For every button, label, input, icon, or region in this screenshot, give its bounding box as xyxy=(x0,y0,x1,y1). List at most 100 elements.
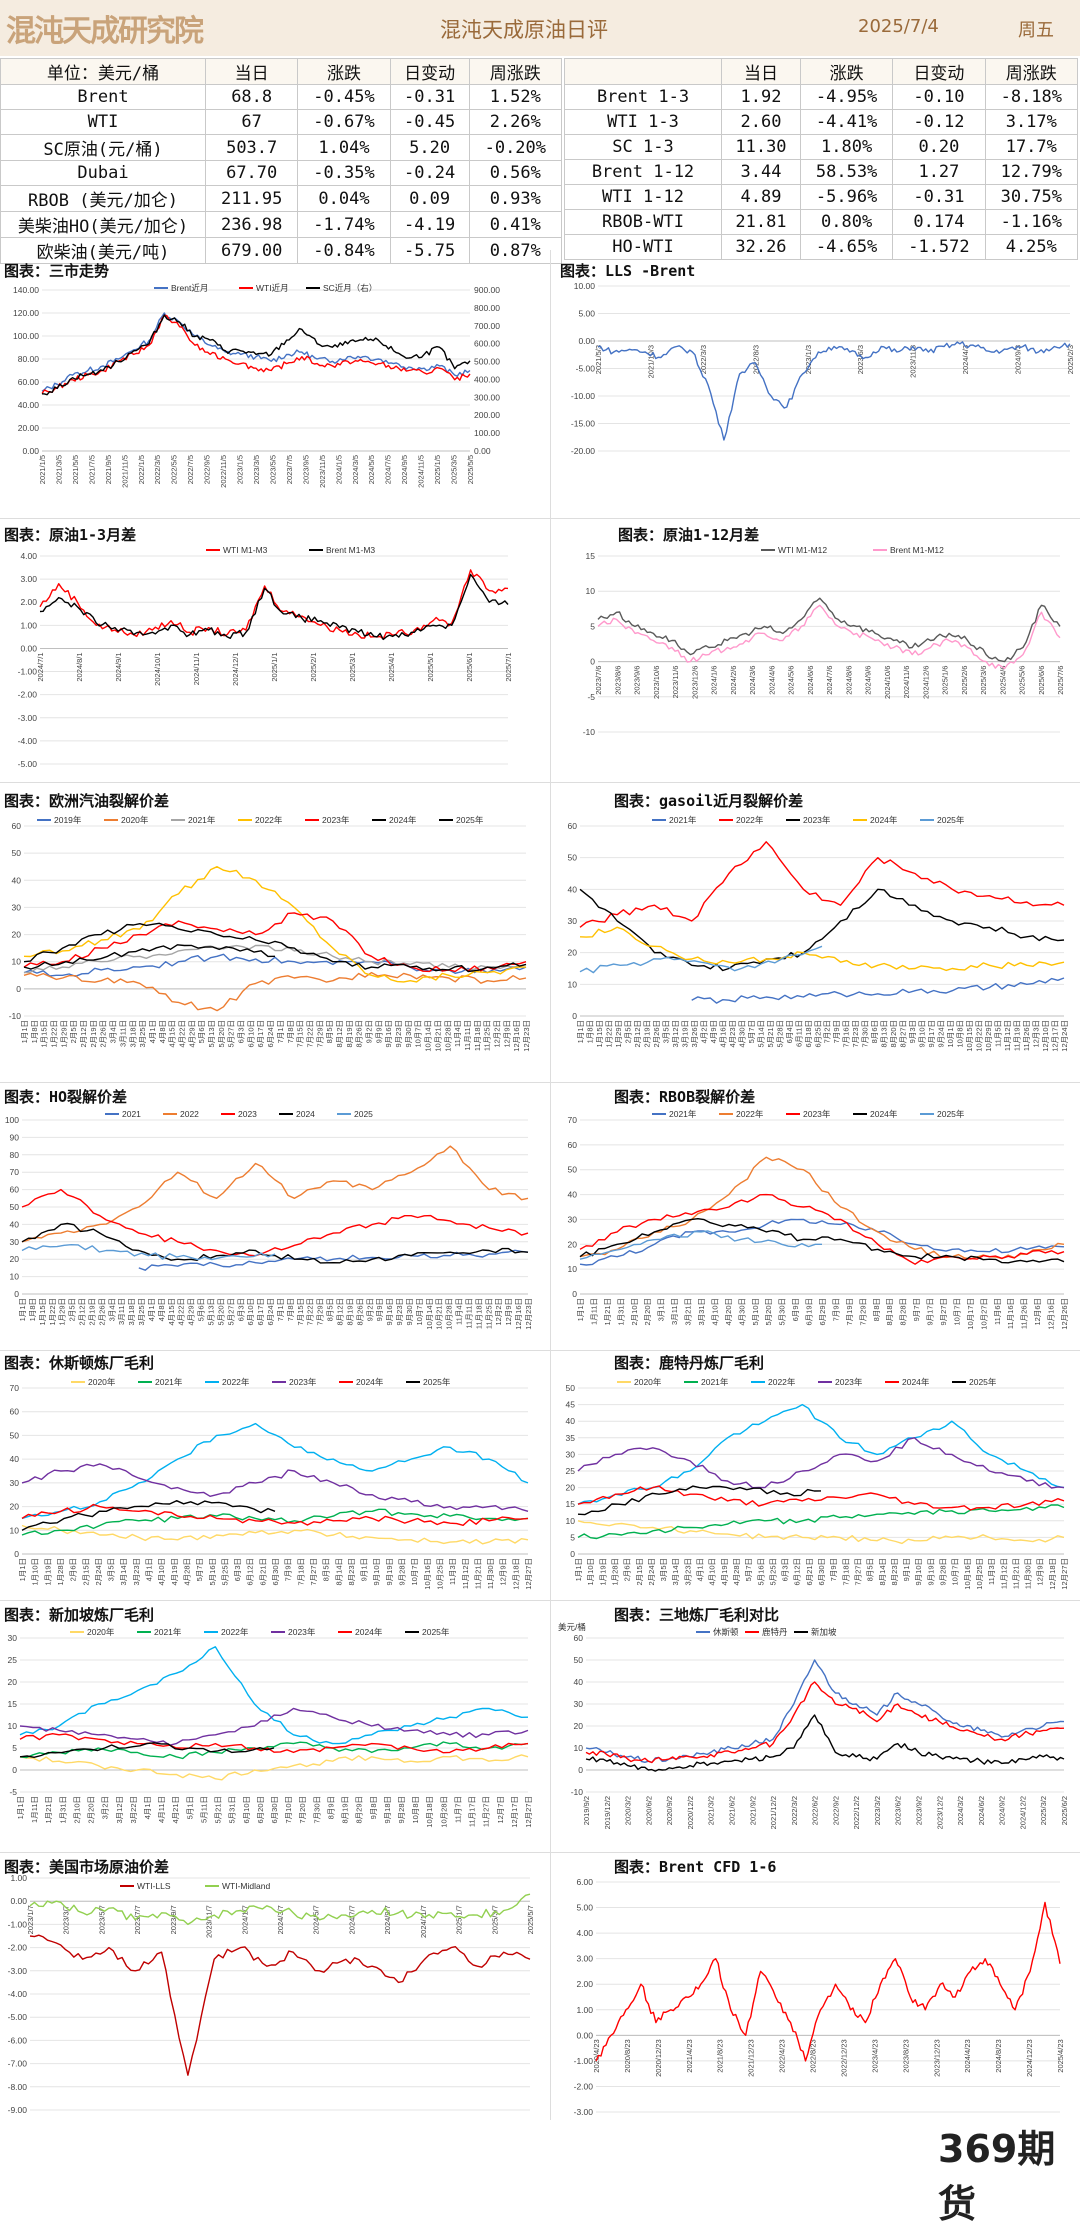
x-tick-label: 1月8日 xyxy=(28,1298,37,1321)
x-tick-label: 4月29日 xyxy=(187,1020,196,1048)
chart-c2: 10.00 5.00 0.00 -5.00 -10.00 -15.00 -20.00 2021… xyxy=(571,281,1075,456)
x-tick-label: 8月8日 xyxy=(872,1298,881,1321)
x-tick-label: 4月28日 xyxy=(732,1558,741,1586)
x-tick-label: 2023/10/6 xyxy=(652,666,661,699)
x-tick-label: 2025/2/6 xyxy=(960,666,969,695)
x-tick-label: 4月20日 xyxy=(724,1298,733,1326)
x-tick-label: 1月15日 xyxy=(595,1020,604,1048)
x-tick-label: 8月28日 xyxy=(899,1298,908,1326)
x-tick-label: 2024/4/23 xyxy=(963,2039,972,2072)
x-tick-label: 12月27日 xyxy=(524,1796,533,1828)
x-tick-label: 2024/11/7 xyxy=(419,1905,428,1938)
x-tick-label: 12月16日 xyxy=(512,1020,521,1052)
x-tick-label: 9月28日 xyxy=(398,1558,407,1586)
x-tick-label: 4月1日 xyxy=(143,1796,152,1819)
x-tick-label: 5月6日 xyxy=(197,1020,206,1043)
x-tick-label: 11月3日 xyxy=(987,1558,996,1585)
y-tick-label: 15 xyxy=(566,1499,576,1509)
series-line xyxy=(597,597,1061,663)
table-cell: -0.84% xyxy=(297,237,391,264)
x-tick-label: 12月9日 xyxy=(502,1020,511,1048)
x-tick-label: 3月11日 xyxy=(118,1020,127,1047)
y-tick-label: 0 xyxy=(572,1289,577,1299)
row-label: 美柴油HO(美元/加仑) xyxy=(0,211,206,238)
table-cell: 58.53% xyxy=(799,159,894,185)
x-tick-label: 10月22日 xyxy=(975,1020,984,1052)
x-tick-label: 7月9日 xyxy=(284,1558,293,1581)
legend-label: 2022年 xyxy=(736,1109,764,1119)
x-tick-label: 2022/8/3 xyxy=(751,345,760,374)
legend: 2021年 2022年 2023年 2024年 2025年 xyxy=(652,1109,965,1119)
x-tick-label: 2023/9/6 xyxy=(633,666,642,695)
x-tick-label: 5月16日 xyxy=(756,1558,765,1586)
x-tick-label: 7月18日 xyxy=(296,1558,305,1586)
y-tick-label: 20 xyxy=(574,1721,584,1731)
panel-divider xyxy=(0,1350,1080,1351)
x-tick-label: 2025/6/1 xyxy=(465,652,474,681)
table-cell: -4.41% xyxy=(799,109,894,135)
y-tick-label: -1.00 xyxy=(8,1919,28,1929)
x-tick-label: 3月4日 xyxy=(109,1020,118,1043)
x-tick-label: 12月10日 xyxy=(1041,1020,1050,1052)
x-tick-label: 3月18日 xyxy=(127,1298,136,1326)
y-tick-label: 4.00 xyxy=(20,551,37,561)
x-tick-label: 4月21日 xyxy=(171,1796,180,1824)
y-tick-label: 40 xyxy=(568,884,578,894)
y-tick-label: 0 xyxy=(14,1549,19,1559)
logo: 混沌天成研究院 xyxy=(6,6,204,50)
table-cell: 2.26% xyxy=(468,109,563,135)
x-tick-label: 6月3日 xyxy=(233,1558,242,1581)
chart-title: 图表：三市走势 xyxy=(4,262,110,280)
x-tick-label: 2023/9/7 xyxy=(169,1905,178,1934)
x-tick-label: 2月5日 xyxy=(68,1298,77,1321)
legend-label: 2024年 xyxy=(356,1377,384,1387)
x-tick-label: 2024/1/7 xyxy=(240,1905,249,1934)
x-tick-label: 9月17日 xyxy=(926,1298,935,1326)
x-tick-label: 5月25日 xyxy=(768,1558,777,1586)
x-tick-label: 2月6日 xyxy=(623,1558,632,1581)
x-tick-label: 6月19日 xyxy=(805,1298,814,1326)
x-tick-label: 1月1日 xyxy=(16,1796,25,1819)
y-tick-label: 10 xyxy=(10,1525,20,1535)
x-tick-label: 7月9日 xyxy=(832,1020,841,1043)
x-tick-label: 11月7日 xyxy=(453,1796,462,1823)
x-tick-label: 4月23日 xyxy=(728,1020,737,1048)
x-tick-label: 4月19日 xyxy=(170,1558,179,1586)
x-tick-label: 6月3日 xyxy=(781,1558,790,1581)
y2-tick-label: 600.00 xyxy=(474,339,500,349)
table-cell: 5.20 xyxy=(389,134,470,161)
x-tick-label: 3月5日 xyxy=(659,1558,668,1581)
table-cell: 679.00 xyxy=(204,237,299,264)
x-tick-label: 8月23日 xyxy=(890,1558,899,1586)
series-line xyxy=(579,1193,1065,1265)
chart-c4: 15 10 5 0 -5 -10 2023/7/6 2023/8/6 2023/9/6 2023/… xyxy=(583,545,1065,737)
x-tick-label: 2023/3/2 xyxy=(873,1796,882,1825)
table-cell: -5.75 xyxy=(389,237,470,264)
y2-tick-label: 800.00 xyxy=(474,303,500,313)
x-tick-label: 8月12日 xyxy=(335,1298,344,1326)
series-line xyxy=(21,1463,529,1512)
x-tick-label: 6月17日 xyxy=(256,1020,265,1048)
x-tick-label: 8月6日 xyxy=(870,1020,879,1043)
series-line xyxy=(23,953,527,977)
x-tick-label: 1月11日 xyxy=(30,1796,39,1823)
series-line xyxy=(21,1188,529,1257)
x-tick-label: 2023/12/6 xyxy=(690,666,699,699)
x-tick-label: 6月10日 xyxy=(246,1020,255,1048)
x-tick-label: 2021/1/5 xyxy=(38,455,47,484)
legend-label: 2023年 xyxy=(835,1377,863,1387)
y-tick-label: 100.00 xyxy=(13,331,39,341)
x-tick-label: 3月5日 xyxy=(661,1020,670,1043)
col-change-pct: 涨跌 xyxy=(799,58,894,85)
y-tick-label: 6.00 xyxy=(576,1877,593,1887)
x-tick-label: 12月9日 xyxy=(504,1298,513,1326)
y-tick-label: 50 xyxy=(568,1165,578,1175)
panel-divider xyxy=(0,1082,1080,1083)
table-cell: -0.45% xyxy=(297,84,391,110)
x-tick-label: 2021/12/2 xyxy=(769,1796,778,1829)
x-tick-label: 2021/5/5 xyxy=(71,455,80,484)
series-line xyxy=(579,1218,1065,1264)
x-tick-label: 8月29日 xyxy=(355,1796,364,1824)
y2-tick-label: 300.00 xyxy=(474,392,500,402)
